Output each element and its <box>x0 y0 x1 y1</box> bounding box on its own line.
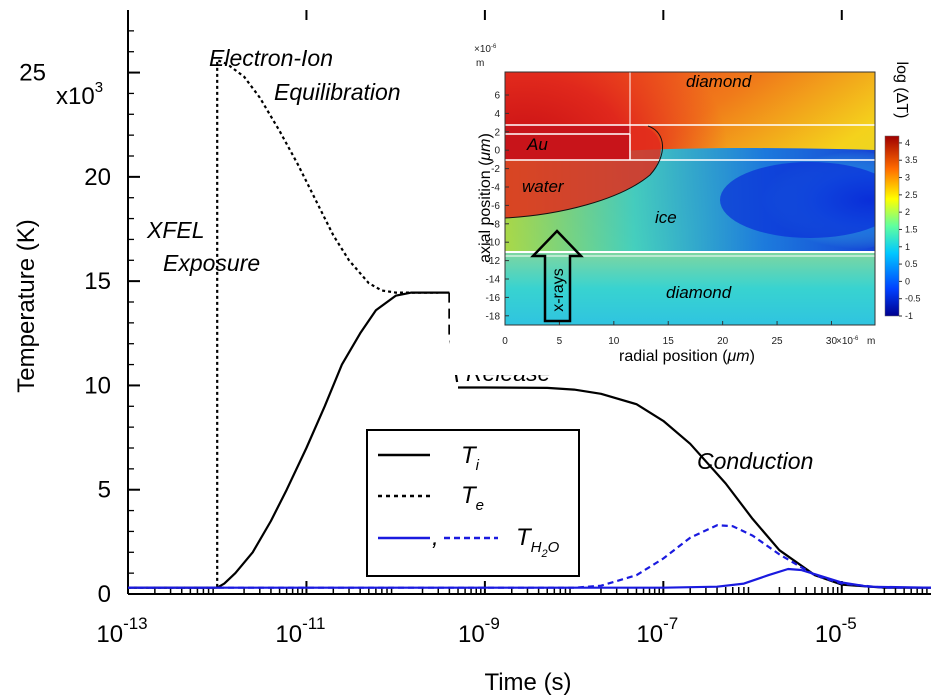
colorbar-tick-label: 4 <box>905 138 910 148</box>
x-tick-label: 10-11 <box>275 614 325 648</box>
inset-y-tick-label: -2 <box>491 164 500 175</box>
x-tick-label: 10-13 <box>96 614 147 648</box>
colorbar-tick-label: 2.5 <box>905 190 918 200</box>
label-ice: ice <box>655 208 677 227</box>
colorbar-label: log (ΔT) <box>893 62 910 119</box>
x-tick-label: 10-7 <box>636 614 678 648</box>
y-tick-label: 0 <box>98 581 111 608</box>
inset-x-tick-label: 0 <box>502 336 508 347</box>
inset-y-tick-label: -6 <box>491 201 500 212</box>
inset-y-tick-label: -4 <box>491 183 500 194</box>
inset-y-tick-label: -14 <box>486 275 501 286</box>
inset-x-tick-label: 5 <box>557 336 563 347</box>
y-tick-label: 20 <box>84 164 111 191</box>
series-Te <box>128 59 439 589</box>
colorbar-tick-label: 0.5 <box>905 259 918 269</box>
inset-y-title: axial position (μm) <box>477 133 494 263</box>
colorbar-tick-label: 2 <box>905 207 910 217</box>
inset-y-offset: ×10-6 <box>474 44 497 55</box>
inset-y-unit: m <box>476 58 484 69</box>
inset-y-tick-label: -18 <box>486 311 501 322</box>
inset-y-tick-label: 2 <box>494 127 500 138</box>
annotation-xfel: XFEL <box>146 217 205 243</box>
colorbar-tick-label: 1.5 <box>905 224 918 234</box>
inset-y-tick-label: -12 <box>486 256 501 267</box>
inset-heatmap: 0 5 10 15 20 25 30 6420-2-4-6-8-10-12-14-16-18… <box>450 30 931 375</box>
series-release <box>448 292 460 388</box>
y-tick-label: 5 <box>98 477 111 504</box>
colorbar-tick-label: 0 <box>905 276 910 286</box>
annotation-conduction: Conduction <box>697 448 813 474</box>
legend-label-ti: Ti <box>461 442 480 474</box>
y-tick-label: 15 <box>84 268 111 295</box>
annotation-electron-ion: Electron-Ion <box>209 45 333 71</box>
inset-x-ticks: 0 5 10 15 20 25 30 <box>502 321 837 347</box>
colorbar-tick-label: 3.5 <box>905 155 918 165</box>
colorbar-ticks: 4 3.5 3 2.5 2 1.5 1 0.5 0 -0.5 -1 <box>899 138 921 321</box>
series-TH2O_solid <box>128 567 931 589</box>
inset-y-tick-label: 6 <box>494 91 500 102</box>
inset-x-unit: m <box>867 336 875 347</box>
inset-x-offset: ×10-6 <box>836 336 859 347</box>
y-multiplier: x103 <box>56 79 103 110</box>
inset-x-tick-label: 10 <box>608 336 620 347</box>
inset-x-title: radial position (μm) <box>619 348 755 365</box>
x-tick-label: 10-5 <box>815 614 857 648</box>
series-layer <box>128 59 931 589</box>
colorbar-tick-label: -1 <box>905 311 913 321</box>
label-xrays: x-rays <box>550 268 567 312</box>
label-au: Au <box>526 135 548 154</box>
legend-label-te: Te <box>461 482 484 514</box>
colorbar-tick-label: -0.5 <box>905 294 921 304</box>
inset-y-ticks: 6 4 2 0 -2 -4 -6 -8 -10 -12 -14 -16 -18 <box>486 91 509 322</box>
y-axis-title: Temperature (K) <box>13 219 40 392</box>
inset-y-tick-label: -16 <box>486 293 501 304</box>
inset-y-tick-label: -8 <box>491 219 500 230</box>
inset-y-tick-label: -10 <box>486 238 501 249</box>
label-water: water <box>522 177 565 196</box>
annotation-exposure: Exposure <box>163 250 260 276</box>
y-tick-label: 25 <box>19 60 46 87</box>
series-Ti <box>128 291 450 589</box>
legend: Ti Te , TH2O <box>366 429 580 577</box>
legend-label-th2o: TH2O <box>516 524 560 560</box>
colorbar <box>884 135 900 317</box>
legend-comma: , <box>432 524 439 551</box>
inset-y-tick-label: 0 <box>494 146 500 157</box>
annotation-equilibration: Equilibration <box>274 79 401 105</box>
inset-x-tick-label: 15 <box>663 336 675 347</box>
inset-y-tick-label: 4 <box>494 109 500 120</box>
heatmap-field <box>505 72 875 325</box>
x-axis-title: Time (s) <box>484 669 571 696</box>
heatmap-frame <box>504 71 876 326</box>
xray-arrow <box>530 229 584 323</box>
label-diamond-top: diamond <box>686 72 752 91</box>
inset-x-tick-label: 25 <box>771 336 783 347</box>
label-diamond-bottom: diamond <box>666 283 732 302</box>
y-ticks: 0 5 10 15 20 25 <box>19 30 140 608</box>
colorbar-tick-label: 3 <box>905 173 910 183</box>
colorbar-tick-label: 1 <box>905 242 910 252</box>
inset-x-tick-label: 20 <box>717 336 729 347</box>
x-tick-label: 10-9 <box>458 614 500 648</box>
y-tick-label: 10 <box>84 372 111 399</box>
inset-x-tick-label: 30 <box>826 336 838 347</box>
